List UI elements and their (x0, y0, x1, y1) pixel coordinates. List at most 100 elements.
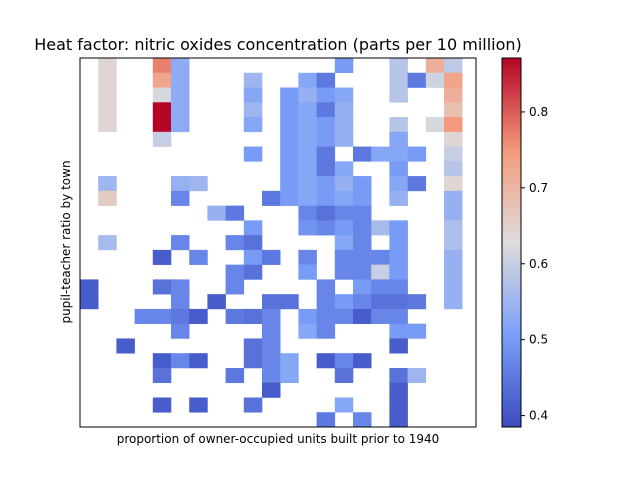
heatmap-cell (389, 161, 408, 177)
heatmap-cell (98, 117, 117, 133)
heatmap-cell (207, 205, 226, 221)
heatmap-cell (389, 338, 408, 354)
heatmap-cell (298, 117, 317, 133)
heatmap-cell (316, 279, 336, 295)
heatmap-cell (152, 353, 172, 369)
heatmap-cell (353, 353, 372, 369)
heatmap-cell (334, 190, 354, 206)
heatmap-cell (334, 58, 354, 74)
heatmap-cell (243, 249, 263, 265)
heatmap-cell (353, 249, 372, 265)
heatmap-cell (316, 161, 336, 177)
heatmap-cell (98, 87, 117, 103)
heatmap-cell (280, 102, 299, 118)
heatmap-cell (171, 279, 190, 295)
heatmap-cell (389, 294, 408, 310)
heatmap-cell (189, 176, 208, 192)
heatmap-cell (262, 382, 281, 398)
heatmap-cell (152, 102, 172, 118)
heatmap-cell (225, 308, 245, 324)
heatmap-cell (444, 176, 463, 192)
heatmap-cell (316, 190, 336, 206)
heatmap-cell (389, 323, 408, 339)
heatmap-cell (334, 131, 354, 147)
heatmap-cell (389, 87, 408, 103)
heatmap-cell (189, 397, 208, 413)
heatmap-cell (316, 72, 336, 88)
heatmap-cell (280, 131, 299, 147)
heatmap-cell (389, 308, 408, 324)
heatmap-cell (280, 190, 299, 206)
heatmap-cell (243, 117, 263, 133)
heatmap-cell (298, 161, 317, 177)
heatmap-cell (407, 146, 427, 162)
heatmap-cell (298, 190, 317, 206)
heatmap-cell (262, 308, 281, 324)
heatmap-cell (171, 117, 190, 133)
heatmap-cell (189, 249, 208, 265)
heatmap-cell (371, 264, 390, 280)
heatmap-cell (425, 58, 445, 74)
heatmap-cell (316, 323, 336, 339)
heatmap-cell (80, 294, 99, 310)
colorbar-tick-label: 0.4 (529, 409, 548, 423)
heatmap-cell (298, 264, 317, 280)
heatmap-cell (262, 294, 281, 310)
heatmap-cell (389, 279, 408, 295)
heatmap-cell (298, 102, 317, 118)
heatmap-cell (316, 220, 336, 236)
heatmap-cell (353, 176, 372, 192)
heatmap-cell (334, 249, 354, 265)
heatmap-cell (389, 264, 408, 280)
heatmap-cell (389, 146, 408, 162)
heatmap-cell (243, 308, 263, 324)
heatmap-cell (389, 190, 408, 206)
heatmap-cell (389, 397, 408, 413)
heatmap-cell (353, 235, 372, 251)
heatmap-cell (152, 308, 172, 324)
heatmap-cell (98, 72, 117, 88)
heatmap-cell (280, 161, 299, 177)
heatmap-cell (389, 382, 408, 398)
heatmap-cell (171, 87, 190, 103)
plot-frame (79, 57, 477, 428)
heatmap-cell (334, 294, 354, 310)
heatmap-cell (298, 72, 317, 88)
heatmap-cell (389, 249, 408, 265)
heatmap-cell (171, 294, 190, 310)
heatmap-cell (444, 117, 463, 133)
heatmap-cell (444, 161, 463, 177)
heatmap-cell (353, 308, 372, 324)
heatmap-cell (171, 190, 190, 206)
heatmap-cell (262, 249, 281, 265)
heatmap-cell (444, 131, 463, 147)
heatmap-cell (389, 131, 408, 147)
heatmap-cell (298, 323, 317, 339)
heatmap-cell (171, 308, 190, 324)
heatmap-cell (389, 117, 408, 133)
heatmap-cell (98, 235, 117, 251)
heatmap-cell (152, 397, 172, 413)
heatmap-cell (407, 176, 427, 192)
heatmap-cell (171, 353, 190, 369)
heatmap-cell (334, 102, 354, 118)
heatmap-cell (98, 190, 117, 206)
heatmap-cell (371, 220, 390, 236)
heatmap-cell (134, 308, 154, 324)
heatmap-cell (243, 102, 263, 118)
heatmap-cell (280, 117, 299, 133)
heatmap-cell (316, 308, 336, 324)
heatmap-cell (444, 264, 463, 280)
heatmap-cell (280, 176, 299, 192)
heatmap-cell (189, 353, 208, 369)
heatmap-cell (371, 146, 390, 162)
colorbar (501, 57, 522, 428)
heatmap-cell (425, 117, 445, 133)
heatmap-cell (444, 58, 463, 74)
heatmap-cell (243, 264, 263, 280)
heatmap-cell (407, 294, 427, 310)
heatmap-cell (353, 205, 372, 221)
heatmap-cell (280, 146, 299, 162)
heatmap-cell (407, 323, 427, 339)
heatmap-cell (280, 294, 299, 310)
